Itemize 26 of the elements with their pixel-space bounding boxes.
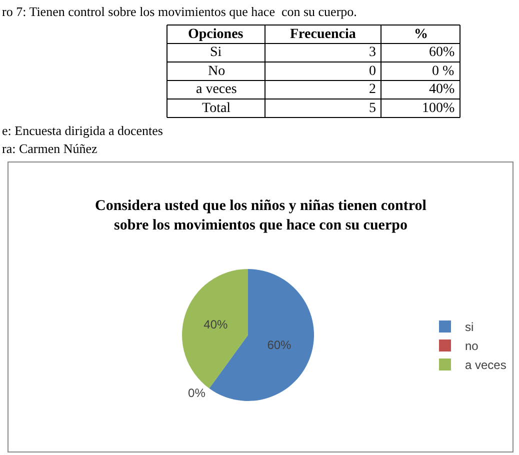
text: 3 — [369, 45, 376, 60]
text: ro 7: Tienen control sobre los movimientos que hace con su cuerpo. — [2, 4, 357, 19]
text: % — [414, 27, 428, 42]
text: e: Encuesta dirigida a docentes — [2, 123, 163, 138]
text: 0% — [188, 386, 206, 400]
chart-title: Considera usted que los niños y niñas tienen control sobre los movimientos que hace con su cuerpo — [95, 198, 426, 234]
pie-slice — [182, 269, 248, 388]
text: 0 % — [432, 64, 454, 79]
legend-label: a veces — [465, 358, 506, 372]
text: 60% — [429, 45, 455, 60]
text: Total — [202, 101, 231, 116]
text: Si — [210, 45, 222, 60]
legend-label: si — [465, 320, 474, 334]
text: Opciones — [188, 27, 244, 42]
text: 0 — [369, 64, 376, 79]
text: a veces — [196, 82, 237, 97]
text: 100% — [422, 101, 455, 116]
text: ra: Carmen Núñez — [2, 141, 98, 156]
legend-label: no — [465, 339, 479, 354]
text: Frecuencia — [290, 27, 356, 42]
data-label: 40% — [204, 318, 228, 332]
text: No — [208, 64, 226, 79]
text: 40% — [429, 82, 455, 97]
data-label: 60% — [267, 338, 292, 352]
text: 2 — [369, 82, 376, 97]
text: 5 — [369, 101, 376, 116]
